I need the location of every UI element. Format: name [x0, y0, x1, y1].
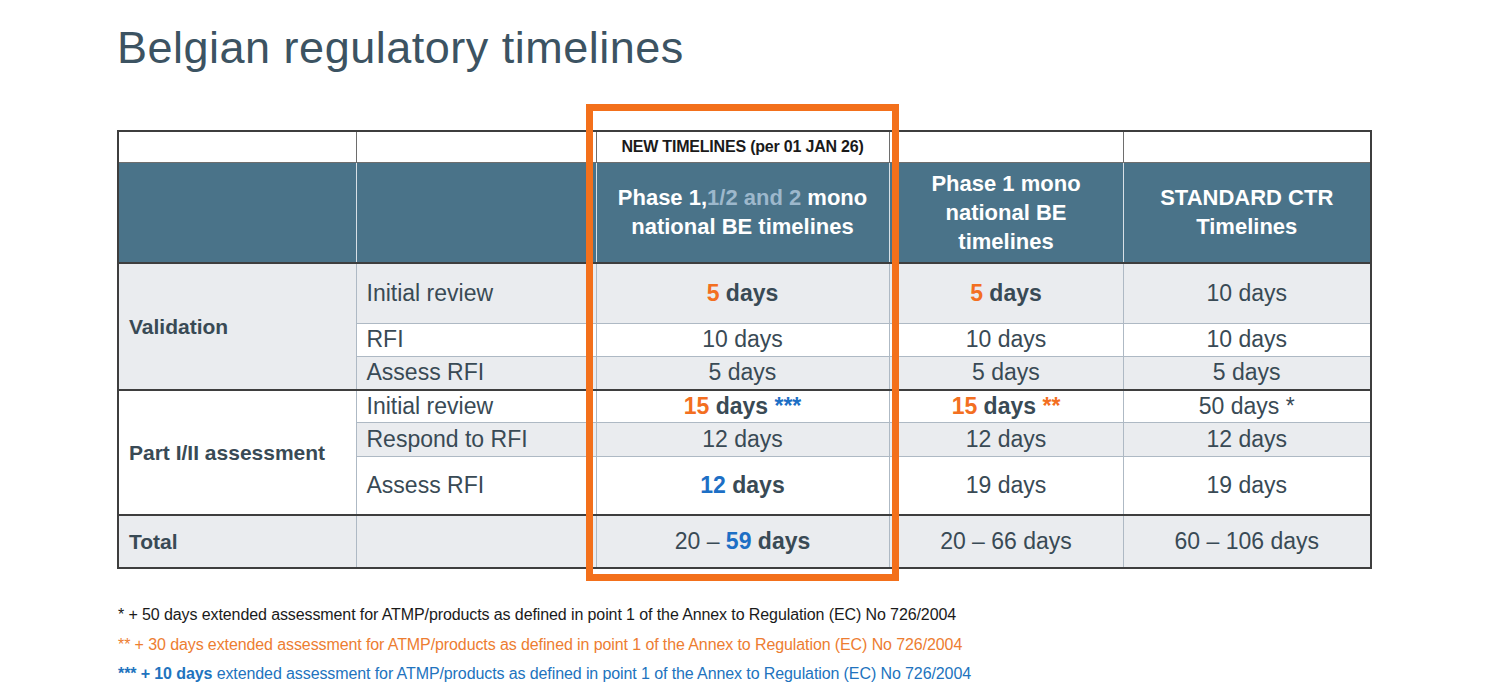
header-empty-cell-1 [118, 162, 356, 263]
cell-part-assess-rfi-ctr: 19 days [1123, 456, 1371, 515]
cell-validation-label: Validation [118, 263, 356, 390]
banner-empty-cell-5 [1123, 131, 1371, 162]
header-phase12-new: Phase 1,1/2 and 2 mono national BE timel… [596, 162, 889, 263]
cell-total-mono: 20 – 66 days [889, 515, 1123, 568]
value-number: 59 [726, 528, 752, 554]
cell-validation-initial-review-label: Initial review [356, 263, 596, 323]
value-unit: days [726, 472, 785, 498]
cell-part-assess-rfi-label: Assess RFI [356, 456, 596, 515]
cell-validation-assess-rfi-label: Assess RFI [356, 356, 596, 390]
header-row: Phase 1,1/2 and 2 mono national BE timel… [118, 162, 1371, 263]
cell-part-respond-rfi-ctr: 12 days [1123, 422, 1371, 456]
footnote-2: ** + 30 days extended assessment for ATM… [118, 636, 962, 654]
value-prefix: 20 – [675, 528, 726, 554]
cell-validation-assess-rfi-new: 5 days [596, 356, 889, 390]
cell-validation-rfi-new: 10 days [596, 323, 889, 356]
footnote-marker-blue: *** [774, 393, 801, 419]
row-part-initial-review: Part I/II assessment Initial review 15 d… [118, 390, 1371, 422]
value-unit: days [751, 528, 810, 554]
cell-validation-initial-review-ctr: 10 days [1123, 263, 1371, 323]
cell-validation-assess-rfi-ctr: 5 days [1123, 356, 1371, 390]
value-number: 12 [700, 472, 726, 498]
value-unit: days [719, 280, 778, 306]
footnote-marker-orange: ** [1042, 393, 1060, 419]
cell-part-label: Part I/II assessment [118, 390, 356, 515]
header-empty-cell-2 [356, 162, 596, 263]
cell-part-initial-review-mono: 15 days ** [889, 390, 1123, 422]
value-number: 5 [707, 280, 720, 306]
cell-part-initial-review-label: Initial review [356, 390, 596, 422]
header-phase1-mono: Phase 1 mono national BE timelines [889, 162, 1123, 263]
footnote-1: * + 50 days extended assessment for ATMP… [118, 606, 956, 624]
timelines-table: NEW TIMELINES (per 01 JAN 26) Phase 1,1/… [117, 130, 1372, 569]
banner-row: NEW TIMELINES (per 01 JAN 26) [118, 131, 1371, 162]
cell-validation-rfi-label: RFI [356, 323, 596, 356]
banner-empty-cell-1 [118, 131, 356, 162]
footnote-3-text: extended assessment for ATMP/products as… [212, 665, 971, 682]
header-phase12-light: 1/2 and 2 [707, 185, 801, 210]
cell-validation-rfi-mono: 10 days [889, 323, 1123, 356]
cell-part-initial-review-new: 15 days *** [596, 390, 889, 422]
new-timelines-banner: NEW TIMELINES (per 01 JAN 26) [596, 131, 889, 162]
cell-total-empty [356, 515, 596, 568]
footnote-3-bold: *** + 10 days [118, 665, 212, 682]
cell-total-new: 20 – 59 days [596, 515, 889, 568]
header-phase12-white1: Phase 1, [618, 185, 707, 210]
cell-total-ctr: 60 – 106 days [1123, 515, 1371, 568]
cell-part-initial-review-ctr: 50 days * [1123, 390, 1371, 422]
banner-empty-cell-2 [356, 131, 596, 162]
cell-validation-assess-rfi-mono: 5 days [889, 356, 1123, 390]
row-total: Total 20 – 59 days 20 – 66 days 60 – 106… [118, 515, 1371, 568]
header-standard-ctr: STANDARD CTR Timelines [1123, 162, 1371, 263]
value-unit: days [977, 393, 1042, 419]
footnote-3: *** + 10 days extended assessment for AT… [118, 665, 971, 683]
cell-part-respond-rfi-mono: 12 days [889, 422, 1123, 456]
cell-part-respond-rfi-new: 12 days [596, 422, 889, 456]
cell-part-respond-rfi-label: Respond to RFI [356, 422, 596, 456]
cell-validation-initial-review-new: 5 days [596, 263, 889, 323]
cell-validation-rfi-ctr: 10 days [1123, 323, 1371, 356]
value-number: 5 [970, 280, 983, 306]
footnote-1-text: * + 50 days extended assessment for ATMP… [118, 606, 956, 623]
cell-part-assess-rfi-new: 12 days [596, 456, 889, 515]
cell-validation-initial-review-mono: 5 days [889, 263, 1123, 323]
banner-empty-cell-4 [889, 131, 1123, 162]
cell-total-label: Total [118, 515, 356, 568]
page-title: Belgian regulatory timelines [117, 22, 684, 74]
value-unit: days [983, 280, 1042, 306]
footnote-2-text: ** + 30 days extended assessment for ATM… [118, 636, 962, 653]
cell-part-assess-rfi-mono: 19 days [889, 456, 1123, 515]
value-number: 15 [952, 393, 978, 419]
row-validation-initial-review: Validation Initial review 5 days 5 days … [118, 263, 1371, 323]
value-number: 15 [684, 393, 710, 419]
value-unit: days [709, 393, 774, 419]
